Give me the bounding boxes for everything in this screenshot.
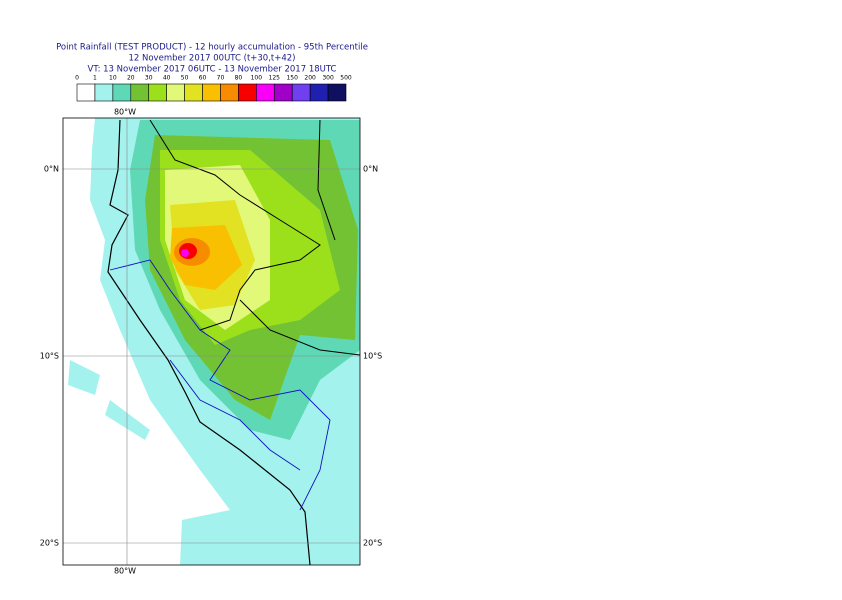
colorbar-tick-label: 30 (145, 75, 153, 82)
colorbar-tick-label: 60 (199, 75, 207, 82)
color-swatch (130, 83, 150, 102)
colorbar-tick-label: 10 (109, 75, 117, 82)
colorbar: 0 1 10 20 30 40 50 60 70 80 100 125 150 200 300 500 (75, 75, 352, 102)
subtitle: 12 November 2017 00UTC (t+30,t+42) (128, 54, 295, 64)
lon-label: 80°W (114, 567, 136, 576)
lat-label: 0°N (44, 165, 59, 174)
colorbar-tick-label: 40 (163, 75, 171, 82)
color-swatch (238, 83, 257, 102)
lat-label: 20°S (363, 539, 382, 548)
lat-label: 0°N (363, 165, 378, 174)
colorbar-tick-label: 70 (217, 75, 225, 82)
colorbar-tick-label: 0 (75, 75, 79, 82)
colorbar-tick-label: 500 (340, 75, 352, 82)
color-swatch (256, 83, 275, 102)
color-swatch (76, 83, 96, 102)
color-swatch (148, 83, 167, 102)
color-swatch (184, 83, 203, 102)
map (63, 118, 360, 565)
title: Point Rainfall (TEST PRODUCT) - 12 hourl… (56, 43, 368, 53)
color-swatch (273, 83, 293, 102)
colorbar-tick-label: 300 (322, 75, 334, 82)
colorbar-tick-label: 50 (181, 75, 189, 82)
lon-label: 80°W (114, 108, 136, 117)
colorbar-tick-label: 200 (304, 75, 316, 82)
coastline (107, 119, 311, 565)
border (239, 119, 360, 356)
admin-border (109, 259, 331, 511)
map-frame (62, 117, 361, 566)
colorbar-tick-label: 125 (269, 75, 281, 82)
color-swatch (94, 83, 114, 102)
color-swatch (166, 83, 185, 102)
lat-label: 10°S (363, 352, 382, 361)
rain-100 (181, 249, 189, 257)
colorbar-tick-label: 20 (127, 75, 135, 82)
lat-label: 20°S (40, 539, 59, 548)
color-swatch (327, 83, 347, 102)
colorbar-tick-label: 80 (235, 75, 243, 82)
colorbar-tick-label: 1 (93, 75, 97, 82)
rain-light (68, 360, 150, 440)
lat-label: 10°S (40, 352, 59, 361)
color-swatch (309, 83, 329, 102)
color-swatch (220, 83, 239, 102)
color-swatch (112, 83, 132, 102)
colorbar-tick-label: 100 (251, 75, 263, 82)
colorbar-tick-label: 150 (286, 75, 298, 82)
color-swatch (202, 83, 221, 102)
color-swatch (291, 83, 311, 102)
subtitle: VT: 13 November 2017 06UTC - 13 November… (88, 65, 337, 75)
border (149, 119, 321, 331)
